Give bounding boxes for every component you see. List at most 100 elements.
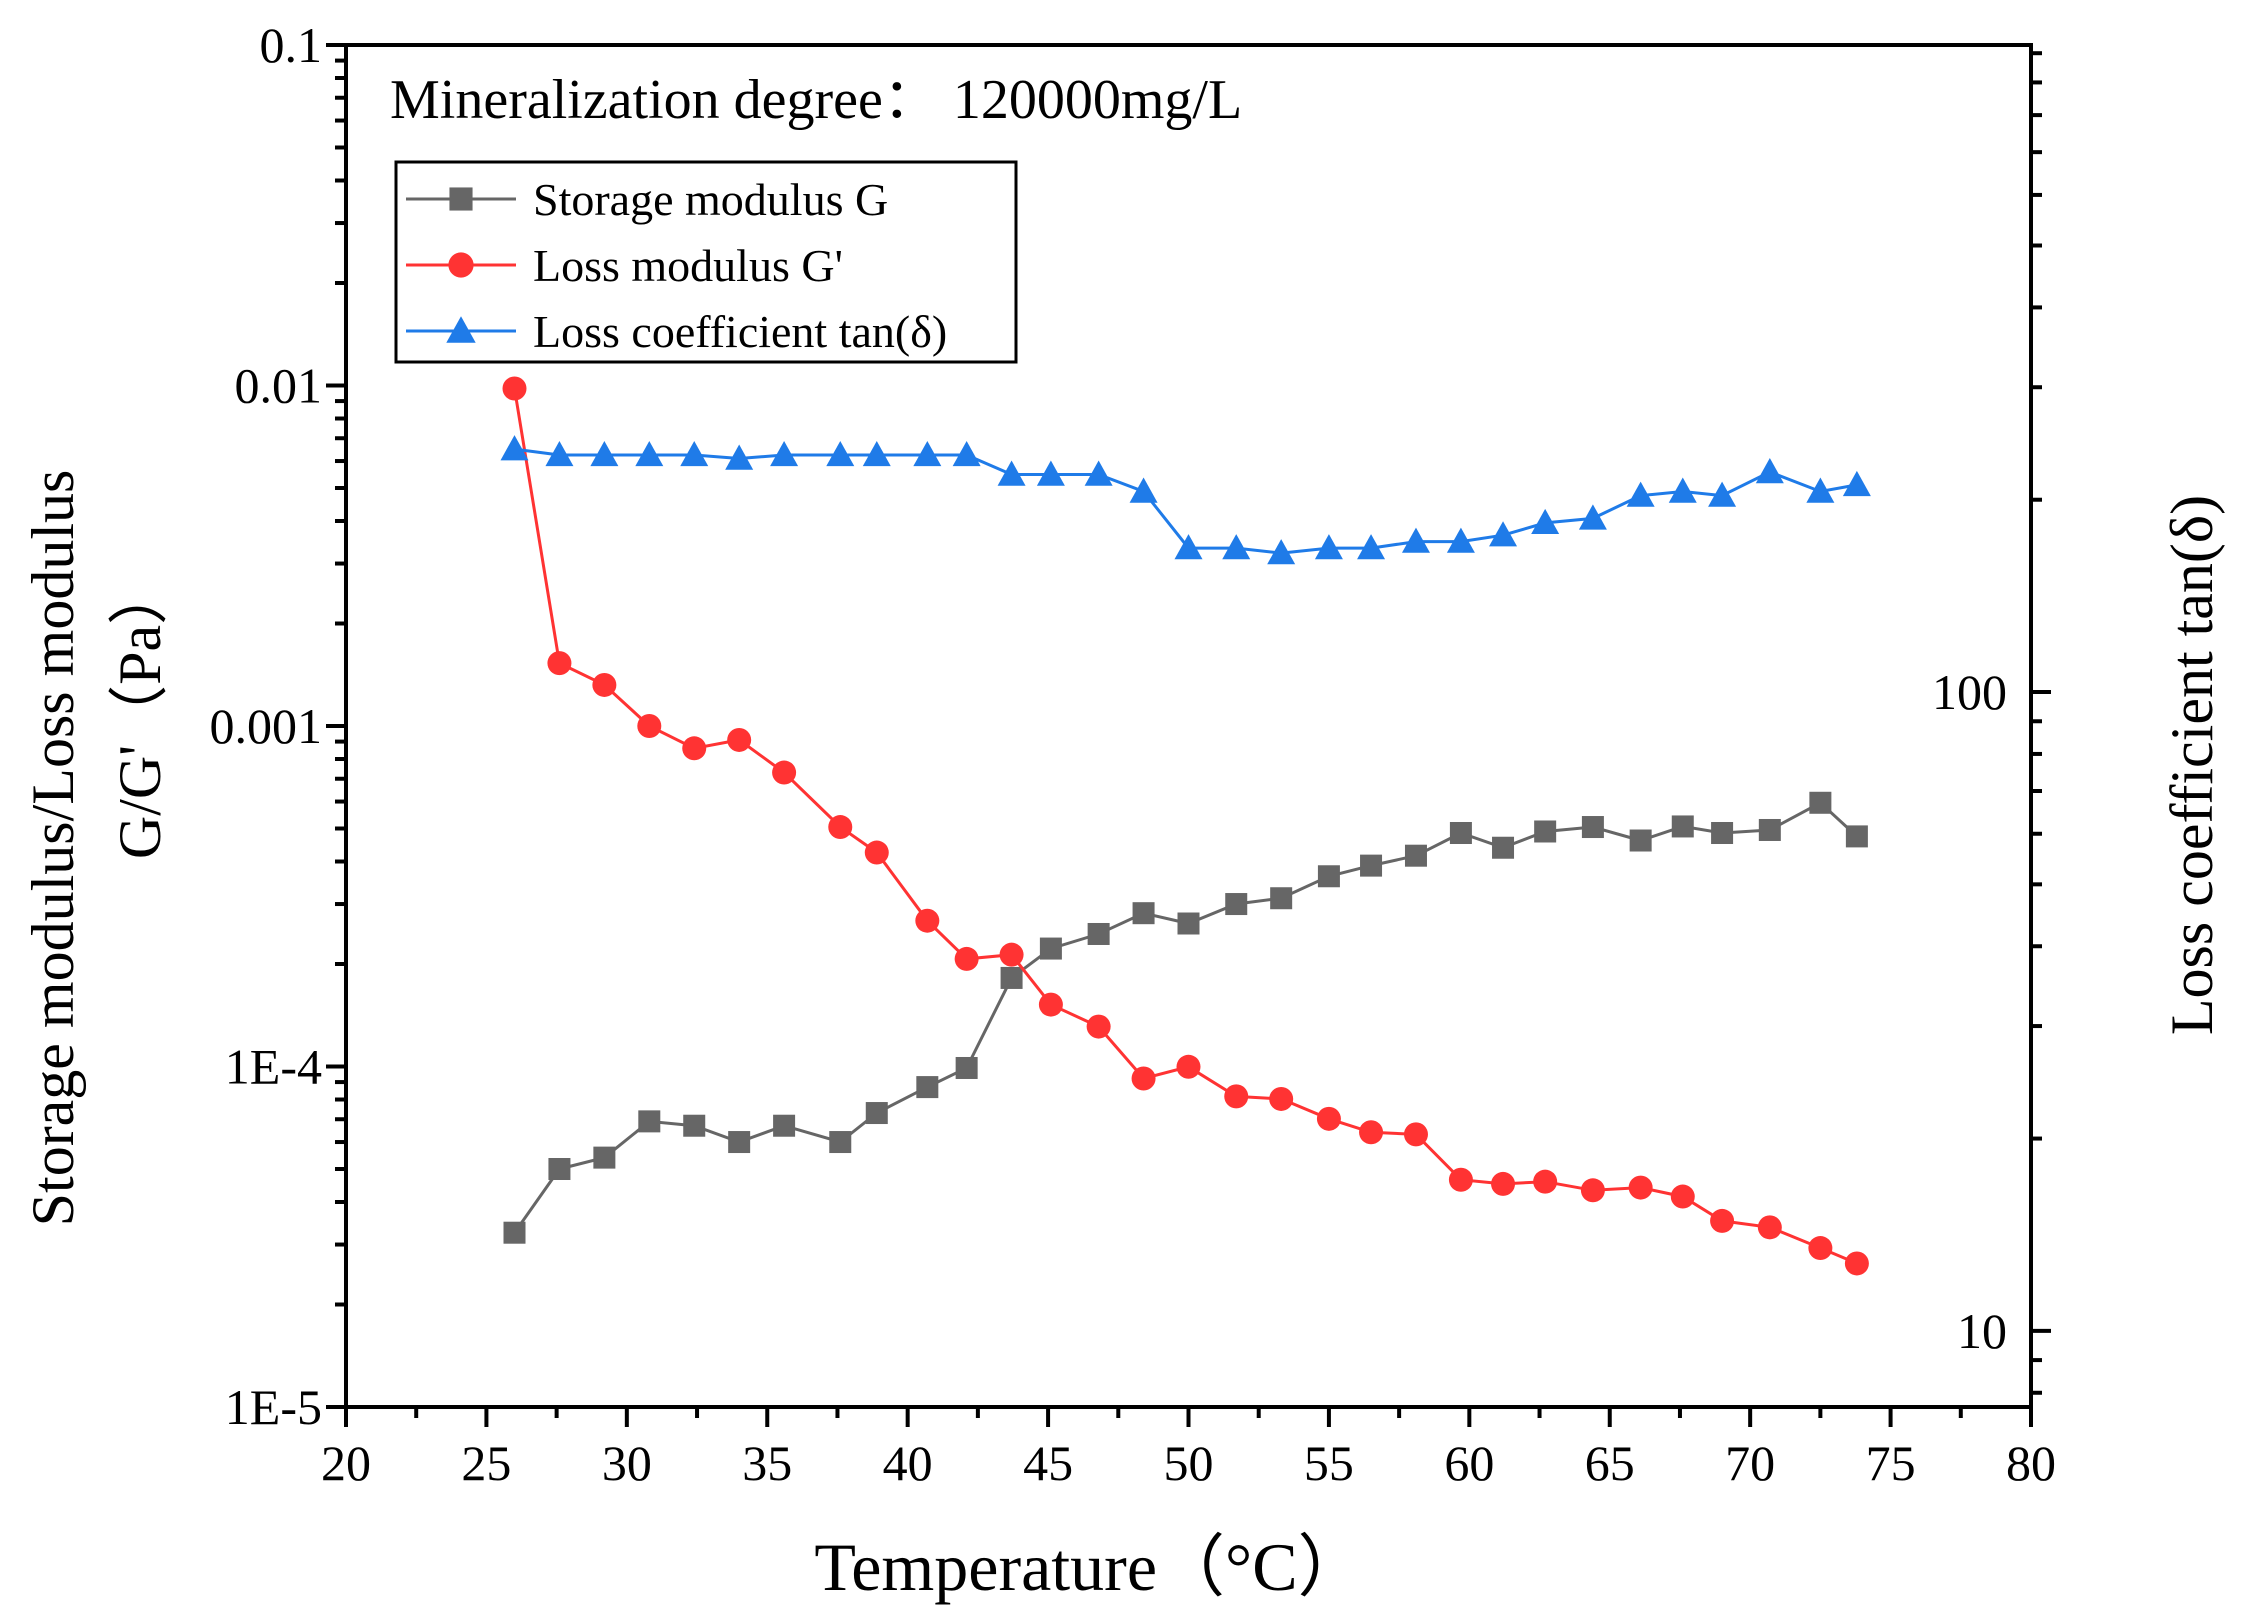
data-point-loss-modulus	[864, 840, 889, 865]
x-tick-label: 30	[602, 1435, 652, 1491]
data-point-loss-modulus	[592, 672, 617, 697]
data-point-storage-modulus	[1492, 836, 1515, 859]
y-left-tick-label: 1E-4	[225, 1039, 322, 1095]
data-point-storage-modulus	[593, 1146, 616, 1169]
data-point-storage-modulus	[728, 1131, 751, 1154]
data-point-loss-modulus	[682, 736, 707, 761]
data-point-storage-modulus	[829, 1131, 852, 1154]
data-point-loss-coefficient	[725, 444, 754, 470]
data-point-storage-modulus	[1711, 822, 1734, 845]
data-point-storage-modulus	[1317, 865, 1340, 888]
y-right-tick-label: 10	[1957, 1303, 2007, 1359]
data-point-loss-modulus	[1808, 1236, 1833, 1261]
data-point-loss-modulus	[727, 727, 752, 752]
series-loss-coefficient	[500, 435, 1871, 565]
data-point-storage-modulus	[955, 1056, 978, 1079]
data-point-loss-coefficient	[1668, 477, 1697, 503]
y-axis-label-right: Loss coefficient tan(δ)	[2159, 495, 2225, 1035]
data-point-storage-modulus	[1809, 791, 1832, 814]
legend-label: Storage modulus G	[533, 174, 888, 225]
legend-marker	[448, 252, 474, 278]
data-point-loss-coefficient	[1626, 481, 1655, 507]
data-point-loss-modulus	[1580, 1178, 1605, 1203]
series-loss-modulus	[502, 376, 1869, 1276]
data-point-loss-modulus	[637, 714, 662, 738]
data-point-loss-coefficient	[1174, 534, 1203, 560]
data-point-storage-modulus	[1087, 922, 1110, 945]
x-tick-label: 45	[1023, 1435, 1073, 1491]
legend-item-loss-coefficient: Loss coefficient tan(δ)	[406, 306, 947, 357]
legend-label: Loss coefficient tan(δ)	[533, 306, 947, 357]
data-point-storage-modulus	[683, 1114, 706, 1137]
data-point-storage-modulus	[1534, 820, 1557, 843]
data-point-loss-coefficient	[997, 460, 1026, 486]
data-point-storage-modulus	[503, 1221, 526, 1244]
chart-title: Mineralization degree： 120000mg/L	[390, 69, 1242, 131]
data-point-loss-modulus	[1224, 1084, 1249, 1109]
series-storage-modulus	[503, 791, 1868, 1244]
data-point-storage-modulus	[1177, 912, 1200, 935]
data-point-loss-modulus	[954, 946, 979, 971]
x-tick-label: 55	[1304, 1435, 1354, 1491]
data-point-loss-modulus	[1844, 1251, 1869, 1276]
data-point-loss-coefficient	[1129, 477, 1158, 503]
data-point-storage-modulus	[1360, 854, 1383, 877]
data-point-loss-coefficient	[1357, 534, 1386, 560]
data-point-storage-modulus	[548, 1158, 571, 1181]
data-point-loss-modulus	[1359, 1120, 1384, 1145]
data-point-loss-modulus	[502, 376, 527, 401]
data-point-loss-coefficient	[1842, 470, 1871, 497]
x-tick-label: 40	[883, 1435, 933, 1491]
data-point-loss-modulus	[1316, 1106, 1341, 1131]
y-left-tick-label: 1E-5	[225, 1379, 322, 1435]
x-tick-label: 50	[1164, 1435, 1214, 1491]
data-point-loss-coefficient	[590, 440, 619, 467]
x-tick-label: 80	[2006, 1435, 2056, 1491]
data-point-storage-modulus	[1629, 829, 1652, 852]
x-tick-label: 20	[321, 1435, 371, 1491]
data-point-loss-modulus	[547, 651, 572, 676]
data-point-loss-coefficient	[1267, 539, 1296, 565]
data-point-loss-modulus	[1628, 1175, 1653, 1200]
y-axis-label-left-line1: Storage modulus/Loss modulus	[20, 470, 86, 1227]
data-point-loss-coefficient	[1084, 460, 1113, 486]
data-point-storage-modulus	[773, 1114, 796, 1137]
data-point-loss-coefficient	[952, 440, 981, 467]
legend-item-loss-modulus: Loss modulus G'	[406, 240, 843, 291]
data-point-storage-modulus	[1581, 816, 1604, 839]
data-point-loss-modulus	[1403, 1122, 1428, 1147]
data-point-loss-coefficient	[1401, 527, 1430, 553]
data-point-loss-coefficient	[1222, 534, 1251, 560]
data-point-loss-modulus	[915, 908, 940, 933]
data-point-loss-coefficient	[545, 440, 574, 467]
axis-ticks: 20 25 30 35 40 45 50 55 60 65 70 75 80 1E-5 1E-4 0.001 0…	[210, 17, 2057, 1491]
data-point-loss-coefficient	[1708, 481, 1737, 507]
data-point-storage-modulus	[1039, 937, 1062, 960]
legend-box	[394, 160, 1018, 364]
data-point-storage-modulus	[1758, 818, 1781, 841]
data-point-storage-modulus	[1671, 815, 1694, 838]
data-point-loss-coefficient	[1755, 458, 1784, 484]
data-point-loss-coefficient	[1806, 477, 1835, 503]
y-left-tick-label: 0.001	[210, 698, 323, 754]
data-point-loss-coefficient	[1446, 527, 1475, 553]
legend-marker	[449, 187, 473, 211]
data-point-loss-coefficient	[635, 440, 664, 467]
data-point-loss-coefficient	[913, 440, 942, 467]
data-point-storage-modulus	[1449, 822, 1472, 845]
data-point-loss-modulus	[1491, 1171, 1516, 1196]
data-point-loss-modulus	[828, 815, 853, 840]
data-point-loss-coefficient	[1489, 521, 1518, 547]
data-point-loss-modulus	[1038, 992, 1063, 1017]
data-point-loss-coefficient	[770, 440, 799, 467]
data-point-loss-coefficient	[1578, 504, 1607, 530]
data-point-loss-modulus	[1448, 1167, 1473, 1192]
y-right-tick-label: 100	[1932, 664, 2007, 720]
data-point-loss-modulus	[1086, 1014, 1111, 1039]
x-tick-label: 70	[1725, 1435, 1775, 1491]
data-point-loss-modulus	[1670, 1184, 1695, 1209]
data-point-storage-modulus	[638, 1110, 661, 1133]
data-point-loss-modulus	[999, 942, 1024, 967]
data-point-loss-modulus	[1269, 1086, 1294, 1111]
data-point-loss-coefficient	[1314, 534, 1343, 560]
